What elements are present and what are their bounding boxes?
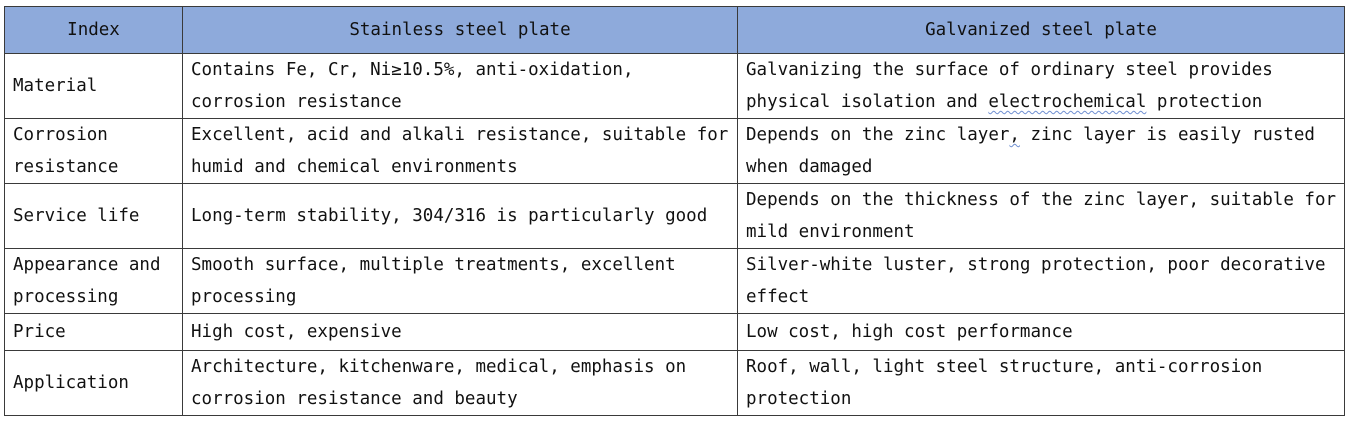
table-row-appearance-and-processing: Appearance and processing Smooth surface… <box>4 248 1345 314</box>
table-header: Index Stainless steel plate Galvanized s… <box>4 6 1345 54</box>
galvanized-text: zinc layer is easily rusted when damaged <box>746 125 1315 177</box>
row-index-cell: Service life <box>4 183 183 249</box>
header-stainless-steel-plate: Stainless steel plate <box>182 6 738 54</box>
row-index-cell: Application <box>4 350 183 416</box>
table-body: Material Contains Fe, Cr, Ni≥10.5%, anti… <box>4 53 1345 416</box>
stainless-cell: Architecture, kitchenware, medical, emph… <box>182 350 738 416</box>
spellcheck-flagged-punctuation: , <box>1009 125 1020 145</box>
header-galvanized-steel-plate: Galvanized steel plate <box>737 6 1345 54</box>
galvanized-cell: Roof, wall, light steel structure, anti-… <box>737 350 1345 416</box>
galvanized-cell: Depends on the thickness of the zinc lay… <box>737 183 1345 249</box>
row-index-cell: Material <box>4 53 183 119</box>
spellcheck-flagged-word: electrochemical <box>988 92 1147 112</box>
stainless-cell: High cost, expensive <box>182 313 738 351</box>
table-row-service-life: Service life Long-term stability, 304/31… <box>4 183 1345 249</box>
stainless-cell: Smooth surface, multiple treatments, exc… <box>182 248 738 314</box>
table-row-price: Price High cost, expensive Low cost, hig… <box>4 313 1345 351</box>
galvanized-cell: Depends on the zinc layer, zinc layer is… <box>737 118 1345 184</box>
table-row-material: Material Contains Fe, Cr, Ni≥10.5%, anti… <box>4 53 1345 119</box>
row-index-cell: Appearance and processing <box>4 248 183 314</box>
stainless-cell: Excellent, acid and alkali resistance, s… <box>182 118 738 184</box>
header-index: Index <box>4 6 183 54</box>
table-row-application: Application Architecture, kitchenware, m… <box>4 350 1345 416</box>
row-index-cell: Corrosion resistance <box>4 118 183 184</box>
stainless-cell: Long-term stability, 304/316 is particul… <box>182 183 738 249</box>
galvanized-cell: Silver-white luster, strong protection, … <box>737 248 1345 314</box>
galvanized-text: Depends on the zinc layer <box>746 125 1010 145</box>
row-index-cell: Price <box>4 313 183 351</box>
galvanized-text: protection <box>1146 92 1263 112</box>
galvanized-text: Galvanizing the surface of ordinary stee… <box>746 60 1273 112</box>
table-row-corrosion-resistance: Corrosion resistance Excellent, acid and… <box>4 118 1345 184</box>
galvanized-cell: Galvanizing the surface of ordinary stee… <box>737 53 1345 119</box>
header-row: Index Stainless steel plate Galvanized s… <box>4 6 1345 54</box>
comparison-table: Index Stainless steel plate Galvanized s… <box>4 6 1345 416</box>
galvanized-cell: Low cost, high cost performance <box>737 313 1345 351</box>
stainless-cell: Contains Fe, Cr, Ni≥10.5%, anti-oxidatio… <box>182 53 738 119</box>
